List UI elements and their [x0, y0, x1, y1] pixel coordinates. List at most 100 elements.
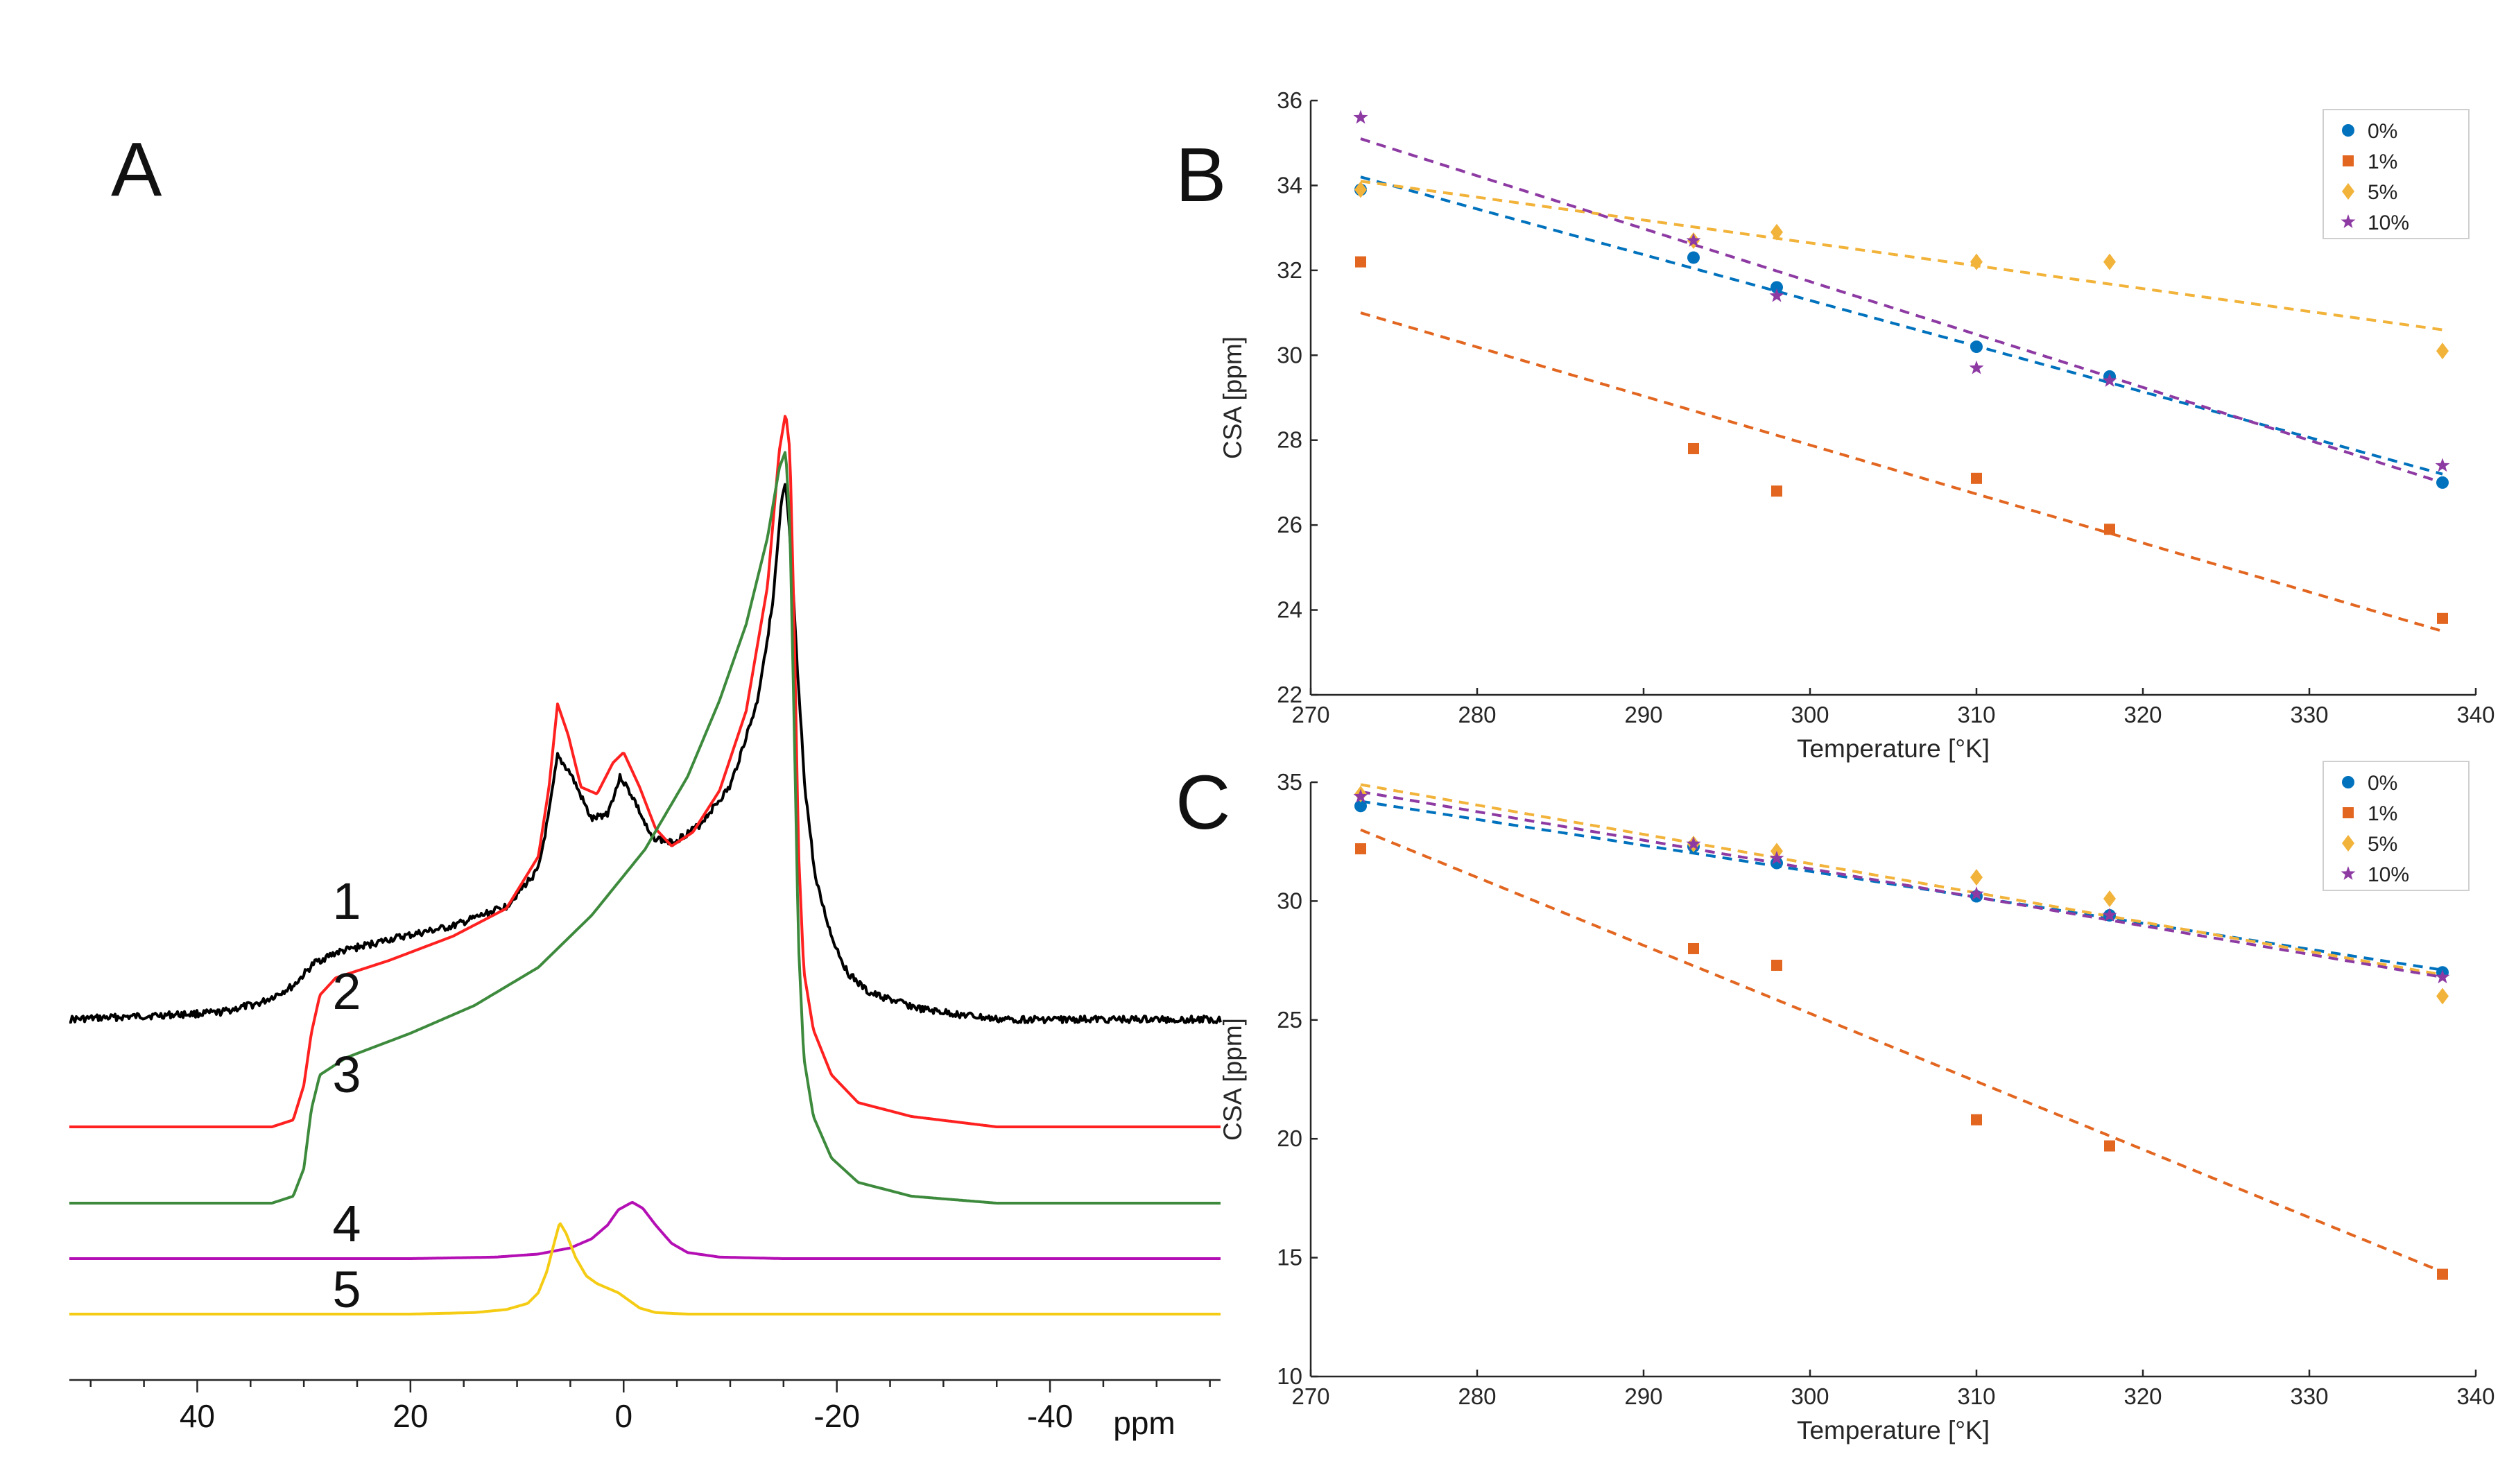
data-point-1pct [1971, 472, 1982, 484]
data-point-1pct [2437, 612, 2448, 624]
panel-b-x-axis-title: Temperature [°K] [1797, 734, 1990, 763]
data-point-5pct [2436, 343, 2449, 360]
legend-label-10pct: 10% [2368, 863, 2409, 886]
data-point-1pct [1688, 942, 1699, 954]
data-point-1pct [2104, 1140, 2115, 1152]
panel-c-x-tick-label: 290 [1624, 1383, 1662, 1409]
legend-marker-5pct [2342, 183, 2354, 200]
data-point-5pct [2436, 987, 2449, 1005]
data-point-10pct [1353, 788, 1368, 803]
legend-marker-1pct [2343, 155, 2354, 166]
data-point-0pct [1687, 251, 1700, 264]
legend-label-1pct: 1% [2368, 150, 2397, 173]
data-point-0pct [1354, 800, 1367, 813]
panel-letter-c: C [1175, 760, 1230, 845]
panel-c-y-tick-label: 35 [1277, 769, 1302, 795]
panel-b-y-tick-label: 32 [1277, 257, 1302, 283]
panel-letter-a: A [111, 127, 162, 212]
spectrum-trace-1 [69, 483, 1222, 1024]
data-point-5pct [2103, 890, 2116, 907]
panel-b-x-tick-label: 320 [2123, 702, 2162, 727]
panel-c-chart: C 270 280 290 300 310 320 330 340 10 15 20 25 30 35 Tem… [1175, 760, 2495, 1444]
panel-c-y-tick-label: 30 [1277, 888, 1302, 913]
data-point-5pct [1354, 181, 1367, 198]
spectrum-label-1: 1 [332, 872, 361, 930]
panel-a-x-tick-label: 20 [393, 1398, 428, 1434]
data-point-1pct [1971, 1114, 1982, 1125]
spectrum-label-5: 5 [332, 1261, 361, 1318]
panel-a-x-tick-label: 0 [614, 1398, 632, 1434]
data-point-0pct [1770, 281, 1783, 294]
legend-label-1pct: 1% [2368, 802, 2397, 825]
panel-c-y-tick-label: 10 [1277, 1363, 1302, 1389]
legend-marker-5pct [2342, 835, 2354, 852]
spectrum-trace-4 [69, 1200, 1221, 1260]
fit-line-10pct [1360, 137, 2443, 484]
data-point-10pct [1969, 360, 1984, 374]
panel-c-x-tick-label: 330 [2290, 1383, 2328, 1409]
data-point-10pct [1686, 836, 1701, 850]
panel-b-x-tick-label: 270 [1291, 702, 1329, 727]
data-point-10pct [2102, 373, 2117, 387]
panel-c-x-tick-label: 340 [2456, 1383, 2495, 1409]
legend-marker-10pct [2341, 214, 2356, 228]
panel-a-x-tick-label: 40 [180, 1398, 215, 1434]
panel-c-y-tick-label: 20 [1277, 1125, 1302, 1151]
panel-b-y-tick-label: 28 [1277, 427, 1302, 453]
legend-label-0pct: 0% [2368, 772, 2397, 795]
spectrum-trace-3 [69, 451, 1221, 1205]
spectrum-trace-5 [69, 1222, 1221, 1315]
panel-letter-b: B [1175, 132, 1226, 218]
panel-b-x-tick-label: 290 [1624, 702, 1662, 727]
panel-c-x-tick-label: 300 [1791, 1383, 1829, 1409]
data-point-5pct [2103, 253, 2116, 270]
data-point-10pct [2102, 908, 2117, 922]
data-point-10pct [1769, 850, 1784, 865]
panel-c-x-tick-label: 310 [1957, 1383, 1995, 1409]
data-point-1pct [2437, 1268, 2448, 1280]
panel-c-y-tick-label: 15 [1277, 1245, 1302, 1270]
spectrum-label-4: 4 [332, 1195, 361, 1252]
data-point-1pct [1771, 959, 1782, 971]
panel-b-x-tick-label: 280 [1458, 702, 1496, 727]
legend-marker-1pct [2343, 807, 2354, 818]
panel-b-y-tick-label: 26 [1277, 512, 1302, 537]
legend-label-5pct: 5% [2368, 181, 2397, 204]
data-point-1pct [1771, 485, 1782, 497]
panel-c-x-axis-title: Temperature [°K] [1797, 1416, 1990, 1444]
panel-b-y-tick-label: 30 [1277, 342, 1302, 368]
panel-c-x-tick-label: 270 [1291, 1383, 1329, 1409]
data-point-10pct [2435, 458, 2450, 472]
panel-a-x-tick-label: -40 [1027, 1398, 1073, 1434]
panel-c-x-tick-label: 280 [1458, 1383, 1496, 1409]
spectrum-label-3: 3 [332, 1046, 361, 1103]
legend-marker-10pct [2341, 866, 2356, 880]
panel-c-y-axis-title: CSA [ppm] [1218, 1018, 1247, 1141]
data-point-1pct [1688, 442, 1699, 454]
panel-b-x-tick-label: 340 [2456, 702, 2495, 727]
data-point-5pct [1770, 223, 1783, 241]
fit-line-1pct [1360, 828, 2443, 1274]
panel-c-x-tick-label: 320 [2123, 1383, 2162, 1409]
data-point-5pct [1970, 869, 1983, 886]
panel-b-y-tick-label: 34 [1277, 172, 1302, 198]
legend-label-10pct: 10% [2368, 212, 2409, 234]
panel-a-x-axis-title: ppm [1113, 1405, 1175, 1441]
data-point-0pct [1970, 340, 1983, 354]
panel-c-y-tick-label: 25 [1277, 1007, 1302, 1033]
spectrum-label-2: 2 [332, 963, 361, 1020]
data-point-10pct [2435, 969, 2450, 983]
panel-b-y-tick-label: 36 [1277, 87, 1302, 113]
fit-line-1pct [1360, 311, 2443, 633]
legend-label-0pct: 0% [2368, 120, 2397, 143]
fit-line-0pct [1360, 175, 2443, 476]
data-point-1pct [1355, 256, 1366, 268]
legend-marker-0pct [2342, 776, 2354, 788]
panel-b-y-axis-title: CSA [ppm] [1218, 336, 1247, 459]
data-point-1pct [2104, 524, 2115, 535]
panel-b-y-tick-label: 24 [1277, 597, 1302, 623]
panel-b-y-tick-label: 22 [1277, 682, 1302, 707]
panel-a-x-tick-label: -20 [813, 1398, 859, 1434]
